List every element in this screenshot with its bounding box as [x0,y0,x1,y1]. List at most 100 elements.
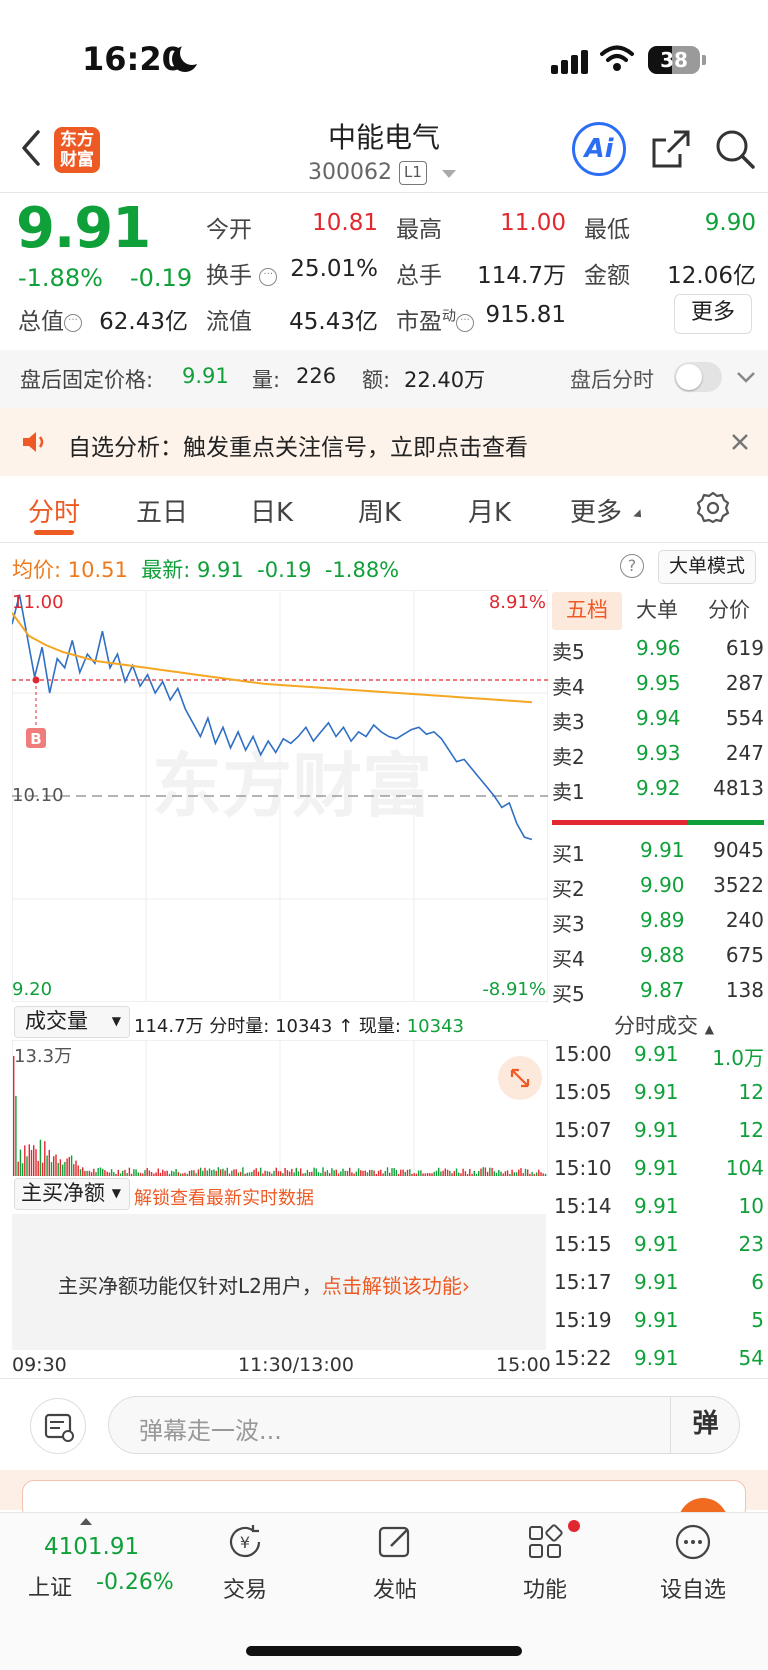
volume-bar [119,1173,122,1176]
tab-five-levels[interactable]: 五档 [566,598,608,622]
more-caret-icon [633,509,645,521]
chevron-down-icon[interactable] [442,170,456,178]
volume-bar [213,1169,215,1176]
indicator-select[interactable]: 成交量 ▼ [14,1006,130,1038]
tab-intraday[interactable]: 分时 [28,498,81,528]
tab-weekly-k[interactable]: 周K [358,498,402,528]
tab-more[interactable]: 更多 [570,498,623,528]
volume-bar [108,1172,111,1176]
after-hours-toggle[interactable] [674,362,722,392]
nav-features[interactable]: 功能 [490,1522,600,1604]
index-value[interactable]: 4101.91 [44,1534,140,1560]
big-order-mode-button[interactable]: 大单模式 [658,550,756,584]
volume-label: 总手 [396,263,442,289]
volume-bar [128,1167,131,1176]
volume-bar [204,1167,206,1176]
index-change[interactable]: -0.26% [96,1570,174,1595]
danmu-button[interactable]: 弹 [670,1396,740,1454]
bid-row[interactable]: 买1 9.91 9045 [552,838,764,873]
volume-bar [133,1169,135,1176]
ask-row[interactable]: 卖4 9.95 287 [552,671,764,706]
tick-row: 15:05 9.91 12 [554,1080,764,1118]
level-badge[interactable]: L1 [399,161,427,185]
after-hours-amt-label: 额: [362,368,391,392]
volume-bar [226,1167,228,1176]
index-expand-icon[interactable] [80,1518,92,1525]
volume-bar [104,1170,106,1176]
chevron-down-icon[interactable] [736,370,756,384]
ai-button[interactable]: Ai [572,122,626,176]
volume-bar [157,1168,159,1176]
share-icon[interactable] [650,128,692,170]
nav-trade[interactable]: ¥ 交易 [190,1522,300,1604]
volume-bar [460,1173,462,1176]
notice-text[interactable]: 自选分析：触发重点关注信号，立即点击查看 [68,435,528,461]
ask-volume: 619 [725,636,764,660]
volume-bar [369,1170,371,1176]
expand-icon[interactable] [498,1056,542,1100]
volume-bar [522,1173,524,1176]
tick-price: 9.91 [634,1232,679,1256]
tab-monthly-k[interactable]: 月K [468,498,512,528]
chg-value: -0.19 [257,558,312,582]
info-icon[interactable]: ··· [456,314,474,332]
search-icon[interactable] [714,128,756,170]
volume-bar [168,1173,171,1176]
volume-bar [70,1155,73,1176]
volume-bar [444,1168,446,1176]
change-value: -0.19 [130,264,193,292]
netbuy-select[interactable]: 主买净额 ▼ [14,1178,130,1210]
gear-icon[interactable] [696,490,730,524]
ask-row[interactable]: 卖5 9.96 619 [552,636,764,671]
more-button[interactable]: 更多 [674,294,752,334]
volume-bar [489,1167,491,1176]
after-hours-row [0,350,768,408]
index-name[interactable]: 上证 [28,1576,73,1601]
volume-bar [493,1171,495,1176]
volume-bar [155,1172,157,1176]
unlock-link[interactable]: 解锁查看最新实时数据 [134,1188,314,1209]
trade-icon: ¥ [229,1525,261,1558]
ask-volume: 247 [725,741,764,765]
volume-bar [491,1167,493,1176]
ask-row[interactable]: 卖3 9.94 554 [552,706,764,741]
netbuy-locked-box [12,1214,546,1350]
bid-row[interactable]: 买2 9.90 3522 [552,873,764,908]
help-icon[interactable]: ? [620,554,644,578]
close-icon[interactable] [730,432,750,452]
nav-post[interactable]: 发帖 [340,1522,450,1604]
info-icon[interactable]: ··· [259,268,278,286]
ask-row[interactable]: 卖2 9.93 247 [552,741,764,776]
tick-volume: 23 [738,1232,764,1256]
comment-list-icon[interactable] [30,1398,86,1454]
volume-bar [217,1167,220,1176]
nav-add-watchlist[interactable]: 设自选 [638,1522,748,1604]
wifi-icon [600,45,634,71]
comment-input[interactable]: 弹幕走一波... [108,1396,740,1454]
notification-dot [568,1520,580,1532]
amount-label: 金额 [584,263,630,289]
volume-chart[interactable]: 13.3万 [12,1040,548,1176]
volume-bar [313,1167,315,1176]
volume-bar [535,1172,538,1176]
tab-daily-k[interactable]: 日K [250,498,294,528]
ask-row[interactable]: 卖1 9.92 4813 [552,776,764,811]
bid-row[interactable]: 买5 9.87 138 [552,978,764,1013]
price-chart[interactable]: 东方财富 B 11.00 10.10 9.20 8.91% -8.91% [12,590,548,1002]
unlock-feature-link[interactable]: 点击解锁该功能 [321,1274,462,1298]
volume-bar [317,1172,320,1176]
volume-bar [395,1170,398,1176]
back-icon[interactable] [20,128,42,168]
tab-big-orders[interactable]: 大单 [636,598,678,622]
volume-bar [266,1171,269,1176]
volume-bar [199,1167,202,1176]
info-icon[interactable]: ··· [64,314,82,332]
bid-price: 9.89 [640,908,685,932]
bid-row[interactable]: 买4 9.88 675 [552,943,764,978]
tab-five-day[interactable]: 五日 [136,498,189,528]
notice-bar[interactable] [0,408,768,476]
bid-row[interactable]: 买3 9.89 240 [552,908,764,943]
tab-price-dist[interactable]: 分价 [708,598,750,622]
ticks-title[interactable]: 分时成交 ▲ [614,1014,714,1038]
time-end: 15:00 [496,1354,551,1376]
